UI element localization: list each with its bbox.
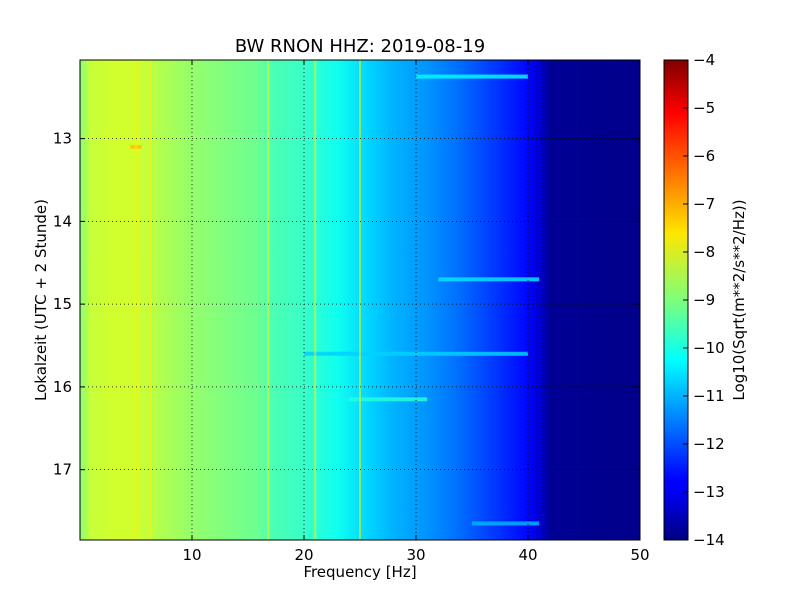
- colorbar-tick-label: −4: [693, 51, 715, 69]
- y-tick-label: 13: [53, 130, 72, 148]
- y-axis-label: Lokalzeit (UTC + 2 Stunde): [32, 199, 50, 401]
- colorbar-tick-label: −7: [693, 195, 715, 213]
- spectral-streak: [416, 74, 528, 79]
- y-tick-label: 17: [53, 461, 72, 479]
- plot-frame: [79, 59, 641, 541]
- spectral-streak: [348, 397, 428, 402]
- chart-title: BW RNON HHZ: 2019-08-19: [235, 36, 485, 57]
- y-tick-label: 16: [53, 378, 72, 396]
- grid-layer: [80, 60, 640, 540]
- colorbar-tick-label: −6: [693, 147, 715, 165]
- x-axis: 10 20 30 40 50: [182, 60, 650, 564]
- spectral-streak: [472, 521, 540, 526]
- x-tick-label: 30: [406, 546, 425, 564]
- colorbar-tick-label: −13: [693, 483, 725, 501]
- spectral-streak: [438, 277, 540, 282]
- narrow-line-layer: [135, 60, 361, 540]
- x-tick-label: 20: [294, 546, 313, 564]
- colorbar-tick-label: −9: [693, 291, 715, 309]
- colorbar-label: Log10(Sqrt(m**2/s**2/Hz)): [730, 199, 748, 400]
- spectral-streak: [304, 351, 528, 356]
- colorbar-tick-label: −8: [693, 243, 715, 261]
- colorbar-tick-label: −14: [693, 531, 725, 549]
- colorbar-ticks: −4 −5 −6 −7 −8 −9 −10 −11 −12 −13 −14: [683, 51, 725, 549]
- x-axis-label: Frequency [Hz]: [303, 563, 416, 581]
- y-tick-label: 15: [53, 295, 72, 313]
- colorbar-tick-label: −11: [693, 387, 725, 405]
- y-axis: 13 14 15 16 17: [53, 130, 640, 479]
- colorbar-tick-label: −5: [693, 99, 715, 117]
- x-tick-label: 10: [182, 546, 201, 564]
- colorbar-tick-label: −10: [693, 339, 725, 357]
- colorbar-tick-label: −12: [693, 435, 725, 453]
- x-tick-label: 40: [518, 546, 537, 564]
- plot-area: [80, 60, 640, 540]
- x-tick-label: 50: [630, 546, 649, 564]
- y-tick-label: 14: [53, 212, 72, 230]
